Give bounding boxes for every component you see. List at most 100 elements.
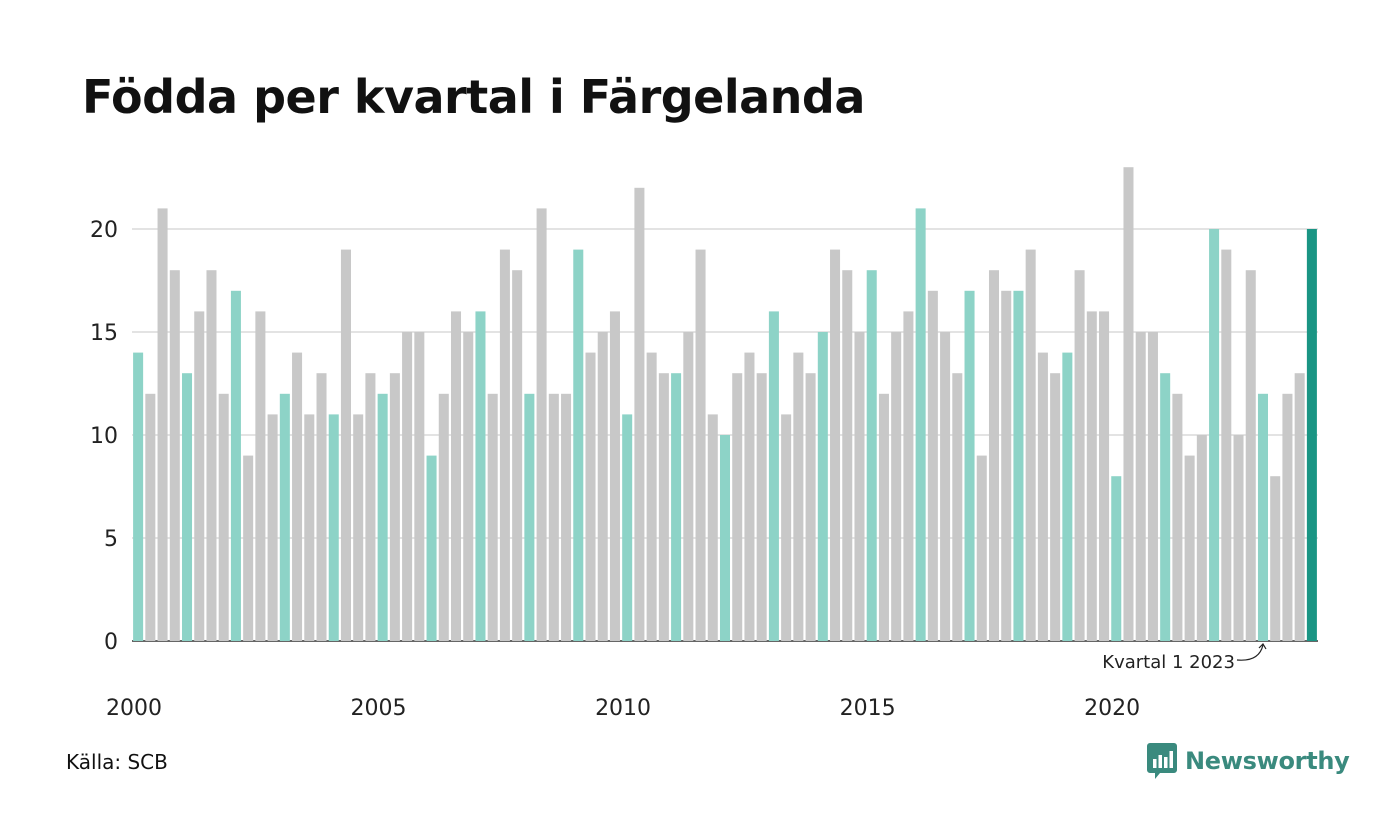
- bar: [1172, 393, 1183, 641]
- bar: [597, 332, 608, 641]
- bar: [279, 393, 290, 641]
- bar: [1111, 476, 1122, 641]
- bar: [854, 332, 865, 641]
- bar: [1123, 167, 1134, 641]
- bar: [768, 311, 779, 641]
- y-tick-label: 5: [104, 527, 118, 552]
- bar: [683, 332, 694, 641]
- x-tick-label: 2020: [1084, 696, 1140, 721]
- bar: [292, 352, 303, 641]
- bar: [1196, 435, 1207, 641]
- bars: [133, 167, 1317, 642]
- bar: [243, 455, 254, 641]
- bar: [1209, 229, 1220, 641]
- source-note: Källa: SCB: [66, 750, 168, 774]
- bar: [915, 208, 926, 641]
- brand-logo: Newsworthy: [1147, 743, 1350, 779]
- bar: [805, 373, 816, 641]
- bar: [1074, 270, 1085, 641]
- bar: [695, 249, 706, 641]
- x-tick-label: 2005: [351, 696, 407, 721]
- y-tick-label: 20: [90, 218, 118, 243]
- bar: [964, 290, 975, 641]
- bar: [952, 373, 963, 641]
- y-axis-ticks: 0 5 10 15 20: [90, 218, 118, 655]
- y-tick-label: 0: [104, 630, 118, 655]
- bar: [646, 352, 657, 641]
- bar: [316, 373, 327, 641]
- bar: [194, 311, 205, 641]
- bar: [976, 455, 987, 641]
- bar: [267, 414, 278, 641]
- bar: [157, 208, 168, 641]
- bar: [1282, 393, 1293, 641]
- annotation-label: Kvartal 1 2023: [1102, 652, 1235, 673]
- bar: [1233, 435, 1244, 641]
- bar: [402, 332, 413, 641]
- bar: [536, 208, 547, 641]
- chart-title: Födda per kvartal i Färgelanda: [82, 70, 865, 124]
- bar: [487, 393, 498, 641]
- bar: [719, 435, 731, 641]
- bar: [1086, 311, 1097, 641]
- x-tick-label: 2010: [595, 696, 651, 721]
- bar: [1062, 352, 1073, 641]
- bar: [1160, 373, 1171, 641]
- bar: [145, 393, 156, 641]
- bar: [1099, 311, 1110, 641]
- bar: [1270, 476, 1281, 641]
- bar: [1306, 229, 1317, 641]
- bar-chart: 0 5 10 15 20 2000 2005 2010 2015 2020 Kvartal 1 …: [90, 167, 1318, 721]
- bar: [585, 352, 596, 641]
- bar: [1135, 332, 1146, 641]
- bar: [548, 393, 559, 641]
- bar: [842, 270, 853, 641]
- annotation-arrowhead: [1258, 643, 1267, 650]
- bar: [389, 373, 400, 641]
- bar: [866, 270, 877, 641]
- bar: [756, 373, 767, 641]
- x-tick-label: 2015: [840, 696, 896, 721]
- bar: [634, 187, 645, 642]
- bar: [707, 414, 718, 641]
- bar: [426, 455, 437, 641]
- bar: [940, 332, 951, 641]
- bar: [830, 249, 841, 641]
- newsworthy-logo-icon: [1147, 743, 1177, 779]
- bar: [1147, 332, 1158, 641]
- bar: [1184, 455, 1195, 641]
- bar: [414, 332, 425, 641]
- bar: [891, 332, 902, 641]
- x-tick-label: 2000: [106, 696, 162, 721]
- bar: [340, 249, 351, 641]
- bar: [353, 414, 364, 641]
- y-tick-label: 15: [90, 321, 118, 346]
- bar: [1037, 352, 1048, 641]
- bar: [1257, 393, 1268, 641]
- brand-name: Newsworthy: [1185, 747, 1350, 775]
- bar: [377, 393, 388, 641]
- y-tick-label: 10: [90, 424, 118, 449]
- bar: [1050, 373, 1061, 641]
- x-axis-ticks: 2000 2005 2010 2015 2020: [106, 696, 1140, 721]
- bar: [230, 290, 241, 641]
- bar: [475, 311, 486, 641]
- bar: [1294, 373, 1305, 641]
- bar: [438, 393, 449, 641]
- bar: [622, 414, 633, 641]
- bar: [561, 393, 572, 641]
- bar: [988, 270, 1000, 641]
- bar: [133, 352, 144, 641]
- bar: [732, 373, 743, 641]
- bar: [365, 373, 376, 641]
- bar: [903, 311, 914, 641]
- bar: [817, 332, 828, 641]
- bar: [1221, 249, 1232, 641]
- bar: [182, 373, 193, 641]
- bar: [512, 270, 523, 641]
- bar: [1013, 290, 1024, 641]
- bar: [1245, 270, 1256, 641]
- bar: [255, 311, 266, 641]
- bar: [499, 249, 510, 641]
- bar: [218, 393, 229, 641]
